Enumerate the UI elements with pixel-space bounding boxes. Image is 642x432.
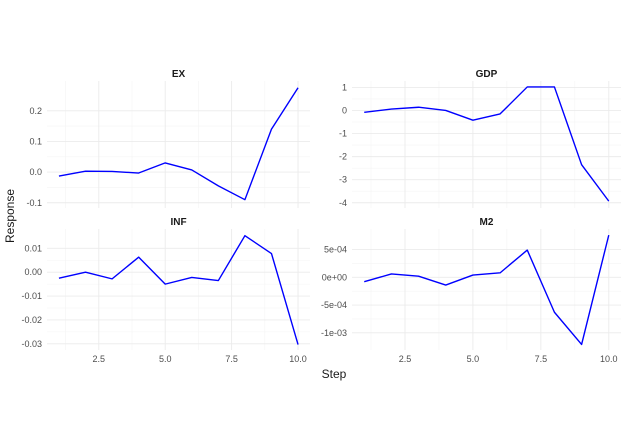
y-axis-title: Response [3,189,17,243]
x-tick-label: 10.0 [289,354,307,364]
y-tick-label: -0.1 [26,198,42,208]
y-tick-label: -5e-04 [321,300,347,310]
x-tick-label: 7.5 [225,354,238,364]
y-tick-label: 0.00 [24,267,42,277]
y-tick-label: 0 [342,105,347,115]
panel-inf: -0.03 -0.02 -0.01 0.00 0.01 INF 2.5 5.0 7.5 10.0 [21,217,310,364]
y-tick-label: 1 [342,82,347,92]
panels-layer: -0.10.00.10.2EX-4-3-2-101GDP-0.03-0.02-0… [21,69,621,364]
y-tick-label: 5e-04 [324,245,347,255]
y-tick-label: -3 [339,175,347,185]
y-tick-label: -2 [339,152,347,162]
panel-title: EX [172,69,186,80]
x-tick-label: 2.5 [93,354,106,364]
y-tick-label: -0.03 [21,339,42,349]
x-tick-label: 5.0 [467,354,480,364]
y-tick-label: -1 [339,129,347,139]
y-tick-label: -0.01 [21,291,42,301]
y-tick-label: -0.02 [21,315,42,325]
series-line-ex [58,87,299,201]
panel-m2: -1e-03 -5e-04 0e+00 5e-04 M2 2.5 5.0 7.5 10.0 [321,217,621,364]
panel-ex: -0.1 0.0 0.1 0.2 EX [26,69,310,208]
y-tick-label: 0.01 [24,243,42,253]
x-axis-title: Step [322,367,347,381]
panel-gdp: -4 -3 -2 -1 0 1 GDP [339,69,621,208]
x-tick-label: 7.5 [535,354,548,364]
y-tick-label: 0.2 [29,106,42,116]
panel-title: GDP [476,69,498,80]
series-line-inf [58,234,299,345]
panel-title: M2 [480,217,494,228]
series-line-m2 [364,234,610,346]
x-tick-label: 10.0 [600,354,618,364]
x-tick-label: 5.0 [159,354,172,364]
panel-title: INF [170,217,186,228]
y-tick-label: 0.0 [29,167,42,177]
x-tick-label: 2.5 [399,354,412,364]
y-tick-label: -4 [339,198,347,208]
y-tick-label: 0e+00 [322,272,347,282]
y-tick-label: 0.1 [29,136,42,146]
series-line-gdp [364,86,610,202]
y-tick-label: -1e-03 [321,328,347,338]
